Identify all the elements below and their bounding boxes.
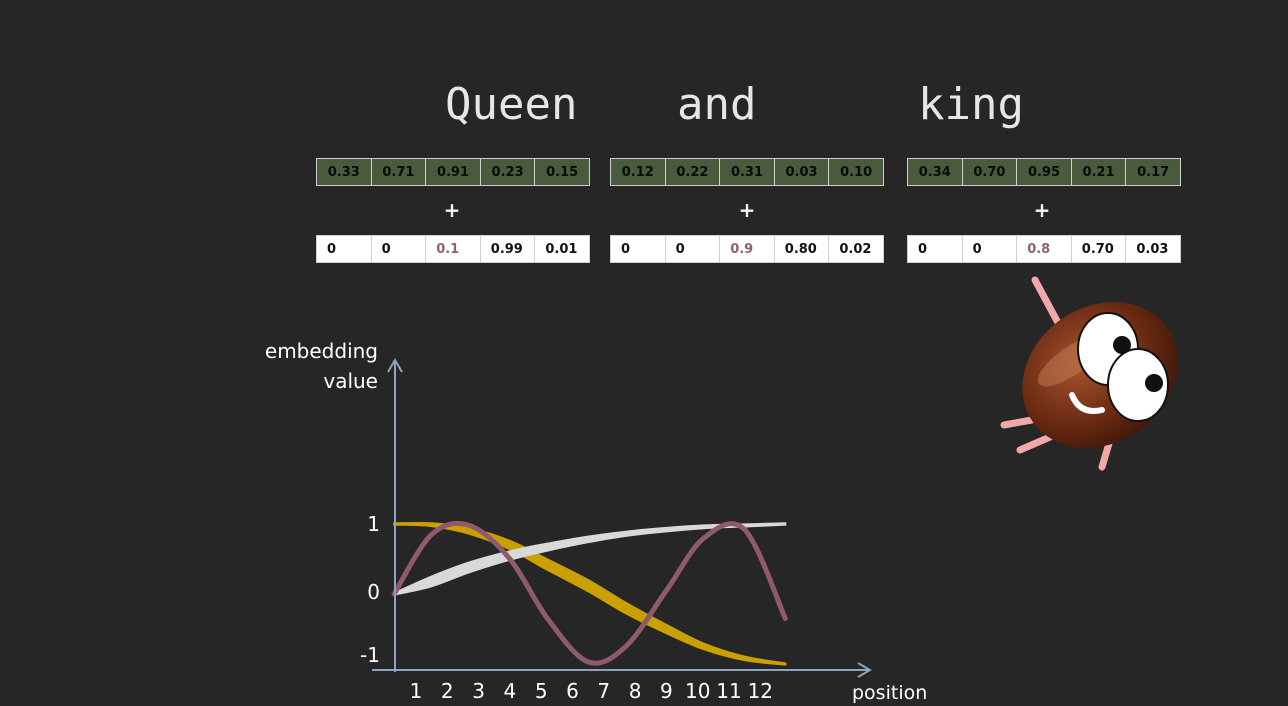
plus-sign-king: +	[1033, 198, 1051, 222]
x-axis-arrowhead	[857, 662, 872, 678]
embedding-cell: 0.12	[611, 159, 666, 185]
x-axis-label: position	[852, 682, 927, 704]
bean-mascot-icon	[1000, 276, 1178, 471]
embedding-cell: 0.33	[317, 159, 372, 185]
y-tick-label: 0	[367, 580, 380, 604]
y-tick-label: -1	[360, 643, 380, 667]
x-tick-label: 2	[441, 679, 454, 703]
x-tick-label: 9	[660, 679, 673, 703]
position-cell: 0.80	[775, 236, 830, 262]
embedding-cell: 0.70	[963, 159, 1018, 185]
x-tick-label: 4	[504, 679, 517, 703]
y-tick-label: 1	[367, 512, 380, 536]
position-cell: 0.99	[481, 236, 536, 262]
embedding-cell: 0.71	[372, 159, 427, 185]
word-king: king	[918, 79, 1024, 130]
x-tick-label: 7	[597, 679, 610, 703]
embedding-cell: 0.34	[908, 159, 963, 185]
position-cell: 0.03	[1136, 241, 1169, 257]
position-cell: 0	[963, 236, 1018, 262]
y-axis-arrowhead	[387, 358, 403, 373]
axes-layer	[372, 358, 872, 678]
word-queen: Queen	[445, 79, 578, 130]
embedding-cell: 0.03	[775, 159, 830, 185]
position-cell: 0.70	[1072, 236, 1127, 262]
position-cell: 0	[372, 236, 427, 262]
embedding-cell: 0.21	[1072, 159, 1127, 185]
position-cell: 0.1	[426, 236, 481, 262]
position-vector-queen: 0 0 0.1 0.99 0.01	[316, 235, 590, 263]
position-cell: 0	[611, 236, 666, 262]
x-tick-label: 1	[410, 679, 423, 703]
x-tick-label: 5	[535, 679, 548, 703]
x-tick-label: 3	[472, 679, 485, 703]
x-tick-label: 11	[716, 679, 741, 703]
embedding-cell: 0.22	[666, 159, 721, 185]
x-tick-label: 10	[685, 679, 710, 703]
position-vector-and: 0 0 0.9 0.80 0.02	[610, 235, 884, 263]
plus-sign-and: +	[738, 198, 756, 222]
labels-layer: embedding value position	[265, 339, 927, 704]
x-tick-label: 8	[629, 679, 642, 703]
position-cell: 0.8	[1017, 236, 1072, 262]
word-and: and	[677, 79, 757, 130]
embedding-cell: 0.31	[720, 159, 775, 185]
series-band-2	[393, 522, 787, 596]
embedding-cell: 0.15	[546, 164, 579, 180]
x-tick-label: 12	[748, 679, 773, 703]
embedding-vector-and: 0.12 0.22 0.31 0.03 0.10	[610, 158, 884, 186]
y-axis-label-line-1: embedding	[265, 339, 378, 363]
y-axis-label-line-2: value	[323, 369, 378, 393]
position-cell: 0.9	[720, 236, 775, 262]
position-cell: 0	[666, 236, 721, 262]
embedding-vector-king: 0.34 0.70 0.95 0.21 0.17	[907, 158, 1181, 186]
position-cell: 0.02	[839, 241, 872, 257]
embedding-cell: 0.95	[1017, 159, 1072, 185]
x-tick-label: 6	[566, 679, 579, 703]
embedding-cell: 0.10	[840, 164, 873, 180]
position-vector-king: 0 0 0.8 0.70 0.03	[907, 235, 1181, 263]
embedding-cell: 0.17	[1137, 164, 1170, 180]
series-layer	[391, 520, 788, 666]
plus-sign-queen: +	[443, 198, 461, 222]
embedding-cell: 0.91	[426, 159, 481, 185]
position-cell: 0	[317, 236, 372, 262]
series-line-0	[391, 520, 788, 666]
series-band-1	[393, 521, 787, 666]
position-cell: 0	[908, 236, 963, 262]
embedding-vector-queen: 0.33 0.71 0.91 0.23 0.15	[316, 158, 590, 186]
embedding-cell: 0.23	[481, 159, 536, 185]
position-cell: 0.01	[545, 241, 578, 257]
